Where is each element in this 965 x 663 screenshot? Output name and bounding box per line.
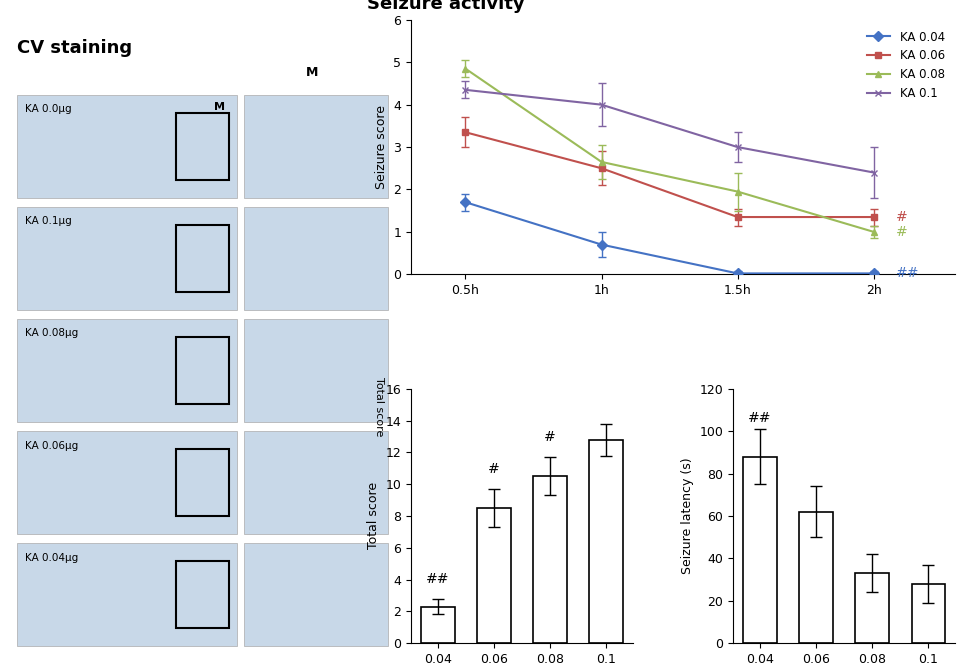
- Y-axis label: Total score: Total score: [367, 483, 380, 550]
- Text: ##: ##: [427, 572, 450, 586]
- Bar: [856, 573, 889, 643]
- FancyBboxPatch shape: [17, 431, 236, 534]
- Legend: KA 0.04, KA 0.06, KA 0.08, KA 0.1: KA 0.04, KA 0.06, KA 0.08, KA 0.1: [862, 26, 950, 105]
- FancyBboxPatch shape: [17, 207, 236, 310]
- Bar: [590, 440, 623, 643]
- FancyBboxPatch shape: [244, 544, 388, 646]
- Text: ##: ##: [896, 267, 919, 280]
- Bar: [912, 583, 946, 643]
- Text: KA 0.06μg: KA 0.06μg: [25, 440, 78, 451]
- Text: ##: ##: [748, 411, 772, 425]
- Text: KA 0.04μg: KA 0.04μg: [25, 553, 78, 563]
- Text: M: M: [214, 102, 225, 112]
- Text: KA 0.08μg: KA 0.08μg: [25, 328, 78, 338]
- Y-axis label: Seizure latency (s): Seizure latency (s): [681, 457, 694, 574]
- Bar: [743, 457, 777, 643]
- Bar: [799, 512, 833, 643]
- Text: CV staining: CV staining: [17, 38, 132, 56]
- Text: #: #: [896, 225, 907, 239]
- FancyBboxPatch shape: [244, 319, 388, 422]
- Text: KA 0.0μg: KA 0.0μg: [25, 104, 71, 114]
- FancyBboxPatch shape: [244, 431, 388, 534]
- Text: KA 0.1μg: KA 0.1μg: [25, 216, 71, 226]
- Text: Seizure activity: Seizure activity: [368, 0, 525, 13]
- Bar: [421, 607, 455, 643]
- FancyBboxPatch shape: [17, 544, 236, 646]
- Bar: [534, 476, 567, 643]
- FancyBboxPatch shape: [244, 95, 388, 198]
- Text: Total score: Total score: [374, 377, 384, 436]
- Text: #: #: [544, 430, 556, 444]
- FancyBboxPatch shape: [244, 207, 388, 310]
- Y-axis label: Seizure score: Seizure score: [374, 105, 388, 189]
- FancyBboxPatch shape: [17, 319, 236, 422]
- Text: M: M: [306, 66, 318, 79]
- Text: #: #: [896, 210, 907, 224]
- Bar: [478, 508, 510, 643]
- FancyBboxPatch shape: [17, 95, 236, 198]
- Text: #: #: [488, 462, 500, 476]
